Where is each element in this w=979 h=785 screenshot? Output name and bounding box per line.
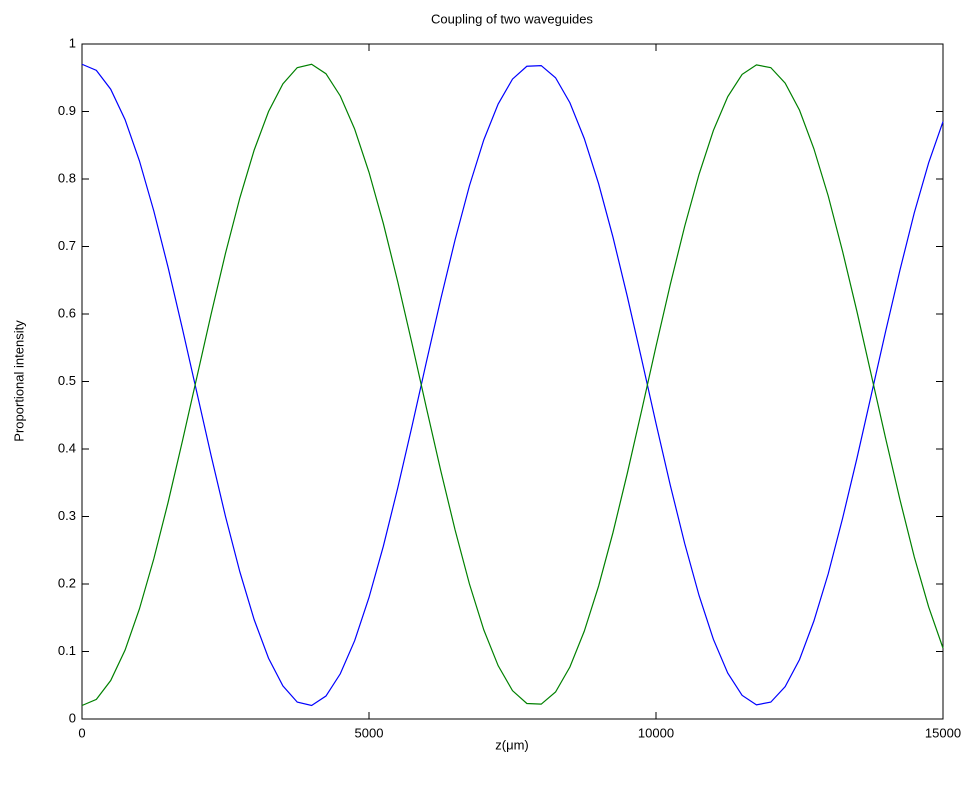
y-axis-label: Proportional intensity bbox=[11, 320, 26, 442]
data-line bbox=[81, 63, 944, 707]
data-line bbox=[81, 63, 944, 707]
y-tick-label: 0.7 bbox=[58, 238, 76, 253]
y-tick-label: 0.6 bbox=[58, 305, 76, 320]
x-axis-label: z(μm) bbox=[495, 737, 528, 752]
plot-box bbox=[81, 43, 944, 720]
x-tick-label: 5000 bbox=[355, 725, 384, 740]
y-tick-label: 0.4 bbox=[58, 440, 76, 455]
y-tick-label: 0.3 bbox=[58, 508, 76, 523]
x-tick-label: 0 bbox=[78, 725, 85, 740]
y-tick-label: 0.1 bbox=[58, 643, 76, 658]
y-tick-label: 1 bbox=[69, 35, 76, 50]
y-tick-label: 0.8 bbox=[58, 170, 76, 185]
y-tick-label: 0.5 bbox=[58, 373, 76, 388]
x-tick-label: 10000 bbox=[638, 725, 674, 740]
y-tick-label: 0.2 bbox=[58, 575, 76, 590]
x-tick-label: 15000 bbox=[925, 725, 961, 740]
y-tick-label: 0.9 bbox=[58, 103, 76, 118]
chart-title: Coupling of two waveguides bbox=[431, 11, 593, 26]
y-tick-label: 0 bbox=[69, 710, 76, 725]
